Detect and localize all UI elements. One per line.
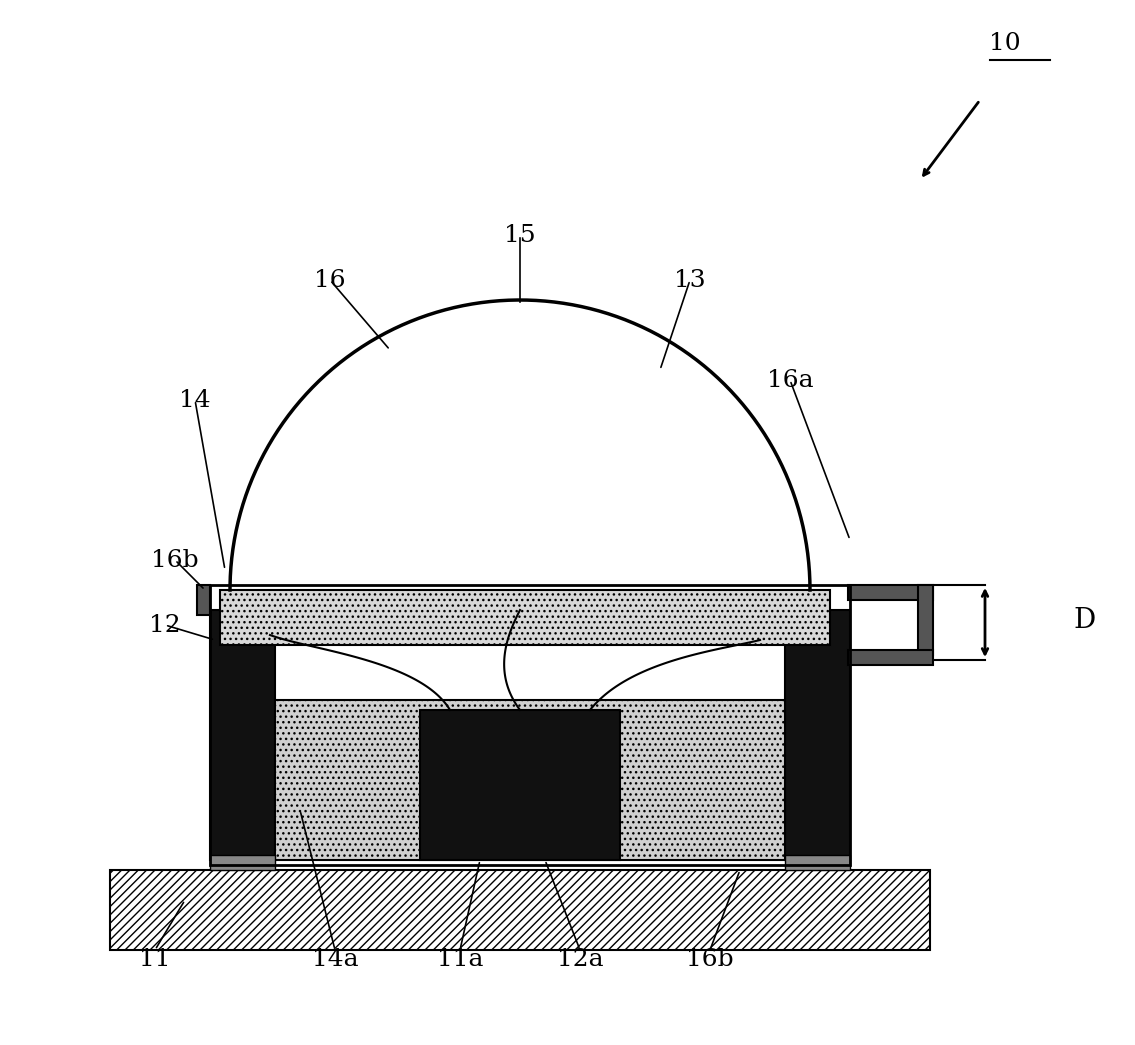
Text: D: D xyxy=(1074,606,1096,633)
Bar xyxy=(420,710,620,860)
Bar xyxy=(210,855,275,870)
Bar xyxy=(785,855,850,870)
Text: 12: 12 xyxy=(149,613,180,636)
Bar xyxy=(848,585,933,600)
Text: 15: 15 xyxy=(504,224,536,247)
Bar xyxy=(210,585,850,865)
Bar xyxy=(275,700,785,860)
Text: 14a: 14a xyxy=(312,949,359,972)
Text: 14: 14 xyxy=(179,389,211,412)
Text: 16b: 16b xyxy=(687,949,734,972)
Text: 13: 13 xyxy=(674,269,706,292)
Text: 16a: 16a xyxy=(766,369,814,392)
Bar xyxy=(785,610,850,860)
Bar xyxy=(220,590,830,645)
Bar xyxy=(210,610,275,860)
Text: 11: 11 xyxy=(140,949,170,972)
Text: 11a: 11a xyxy=(437,949,484,972)
Bar xyxy=(918,585,933,655)
Text: 10: 10 xyxy=(990,32,1020,55)
Text: 16b: 16b xyxy=(151,549,199,572)
Bar xyxy=(110,870,930,950)
Text: 16: 16 xyxy=(314,269,346,292)
Bar xyxy=(197,585,210,616)
Text: 12a: 12a xyxy=(556,949,604,972)
Bar xyxy=(848,650,933,665)
